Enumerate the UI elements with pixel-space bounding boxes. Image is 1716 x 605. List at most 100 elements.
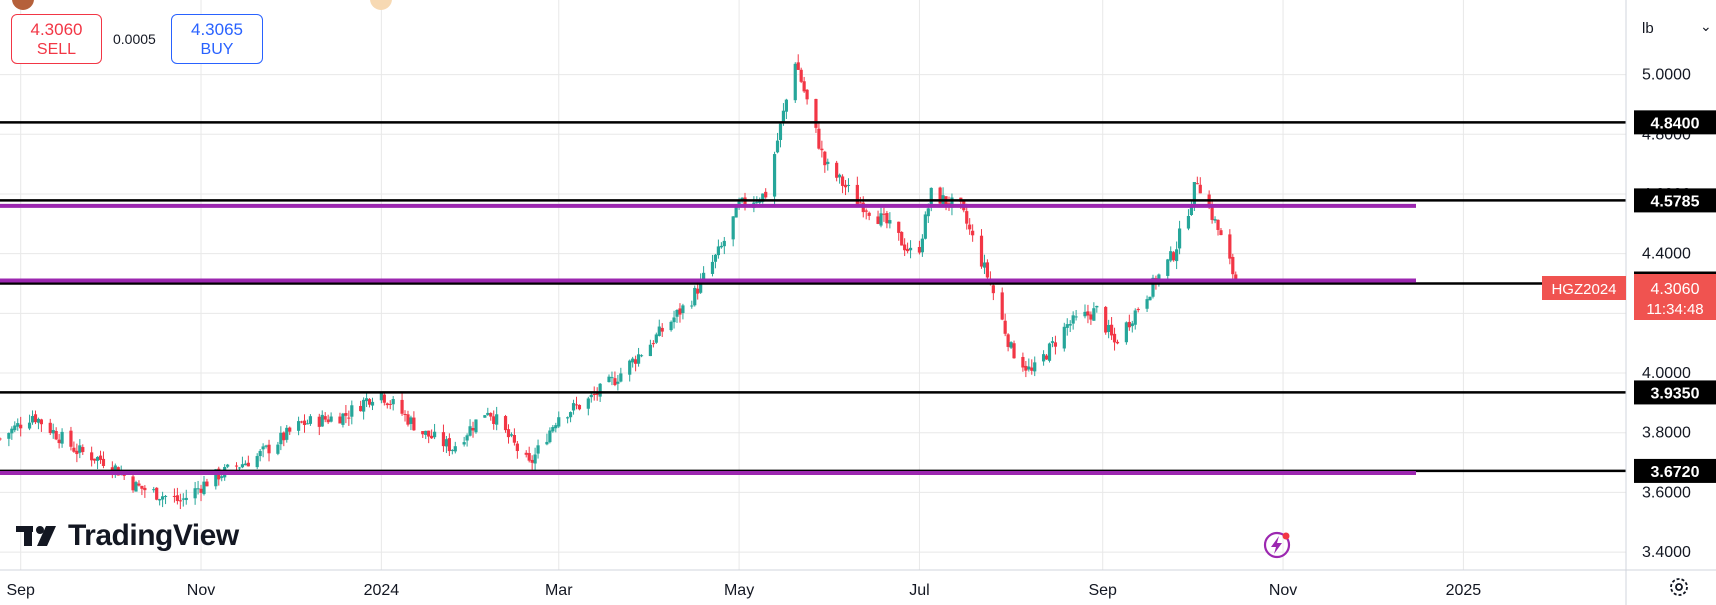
candle-body [155,487,159,500]
candle-body [400,399,404,414]
candle-body [758,200,762,203]
candle-body [424,430,428,435]
candle-body [619,373,623,382]
candle-body [81,447,85,452]
candle-body [710,261,715,274]
candle-body [1175,249,1179,262]
candle-body [950,197,954,208]
candle-body [308,416,313,424]
time-tick-label: Nov [1269,582,1297,599]
time-tick-label: Jul [909,582,929,599]
symbol-logo-partial [12,0,34,10]
candle-body [391,399,395,405]
unit-selector[interactable]: lb ⌄ [1636,14,1716,46]
candle-body [264,445,268,447]
sell-button[interactable]: 4.3060 SELL [11,14,102,64]
candle-body [1065,324,1069,328]
candle-body [54,430,58,440]
horizontal-levels[interactable] [0,121,1626,476]
candle-body [784,99,788,112]
candle-body [344,413,348,416]
candle-body [432,431,437,438]
candle-body [515,443,519,452]
lightning-icon[interactable] [1262,530,1292,560]
candle-body [285,427,289,440]
candle-body [660,327,664,332]
candle-body [388,403,392,405]
candle-body [261,446,265,450]
candle-body [719,245,723,248]
settings-gear-icon[interactable] [1668,576,1690,598]
candle-body [631,358,635,363]
candle-body [163,495,168,497]
candle-body [152,489,156,491]
tradingview-logo[interactable]: TradingView [16,518,239,554]
candle-body [10,428,14,434]
candle-body [1192,182,1196,205]
candle-body [846,184,851,186]
symbol-tag-box [1542,276,1626,300]
candle-body [75,450,79,455]
candle-body [140,485,144,489]
candle-body [968,224,972,230]
candle-body [51,429,55,434]
time-tick-label: Sep [6,582,35,599]
candle-body [903,244,907,251]
candle-body [772,154,777,197]
candle-body [329,416,333,422]
candle-body [137,483,141,486]
candle-body [775,140,780,153]
candle-body [474,419,478,433]
candle-body [172,495,177,497]
time-tick-label: Nov [187,582,215,599]
candle-body [72,447,76,452]
candle-body [69,430,73,447]
candle-body [1021,356,1025,368]
unit-label: lb [1642,20,1654,37]
candle-body [607,376,611,383]
candle-body [920,238,924,253]
candle-body [917,246,922,253]
candle-body [1112,333,1117,343]
candle-body [838,174,842,178]
candle-body [409,417,413,424]
candle-body [657,326,661,336]
candle-body [530,459,534,463]
candle-body [979,235,984,267]
candle-body [965,211,969,224]
candle-body [793,63,797,101]
candle-body [450,449,454,451]
candle-body [823,151,827,166]
candle-body [1195,183,1199,185]
candle-body [382,394,386,403]
candle-body [1086,311,1090,316]
buy-button[interactable]: 4.3065 BUY [171,14,263,64]
candle-body [678,308,682,315]
candle-body [672,317,676,323]
candle-body [234,465,239,467]
candle-body [403,413,407,415]
candle-body [802,81,806,92]
candle-body [574,404,579,406]
candle-body [696,288,700,294]
candle-body [161,496,165,500]
candle-body [98,455,103,460]
candle-body [178,500,182,502]
candle-body [326,419,330,423]
candle-body [255,456,259,468]
candle-body [412,417,416,431]
candle-body [1133,310,1137,325]
candle-body [796,62,800,70]
candle-body [1109,324,1114,336]
candle-body [595,393,599,395]
candle-body [1127,321,1131,328]
candle-body [1219,230,1223,236]
candle-body [367,399,372,405]
candle-body [1047,343,1052,361]
candle-body [781,110,786,123]
candle-body [1030,367,1034,371]
candle-body [613,378,617,386]
time-axis[interactable]: Sep Nov 2024 Mar May Jul Sep Nov 2025 [6,582,1481,599]
candle-body [95,456,100,461]
